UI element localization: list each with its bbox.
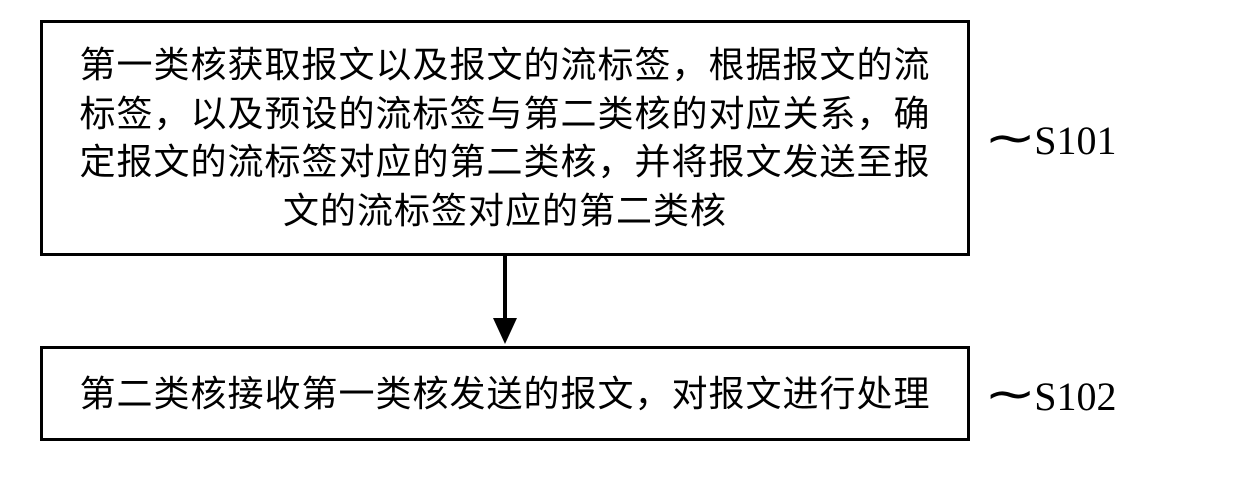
step-row-1: 第一类核获取报文以及报文的流标签，根据报文的流标签，以及预设的流标签与第二类核的… bbox=[40, 20, 1200, 256]
tilde-icon: ∼ bbox=[984, 110, 1036, 166]
label-text-s101: S101 bbox=[1034, 118, 1116, 163]
step-text-s102: 第二类核接收第一类核发送的报文，对报文进行处理 bbox=[79, 370, 930, 419]
arrow-container bbox=[40, 256, 970, 346]
step-label-s102: ∼S102 bbox=[990, 366, 1116, 422]
label-text-s102: S102 bbox=[1034, 374, 1116, 419]
step-text-s101: 第一类核获取报文以及报文的流标签，根据报文的流标签，以及预设的流标签与第二类核的… bbox=[71, 41, 939, 235]
tilde-icon: ∼ bbox=[984, 366, 1036, 422]
step-row-2: 第二类核接收第一类核发送的报文，对报文进行处理 ∼S102 bbox=[40, 346, 1200, 441]
step-label-s101: ∼S101 bbox=[990, 110, 1116, 166]
step-box-s101: 第一类核获取报文以及报文的流标签，根据报文的流标签，以及预设的流标签与第二类核的… bbox=[40, 20, 970, 256]
arrow-down-icon bbox=[485, 256, 525, 346]
step-box-s102: 第二类核接收第一类核发送的报文，对报文进行处理 bbox=[40, 346, 970, 441]
flowchart-container: 第一类核获取报文以及报文的流标签，根据报文的流标签，以及预设的流标签与第二类核的… bbox=[40, 20, 1200, 441]
